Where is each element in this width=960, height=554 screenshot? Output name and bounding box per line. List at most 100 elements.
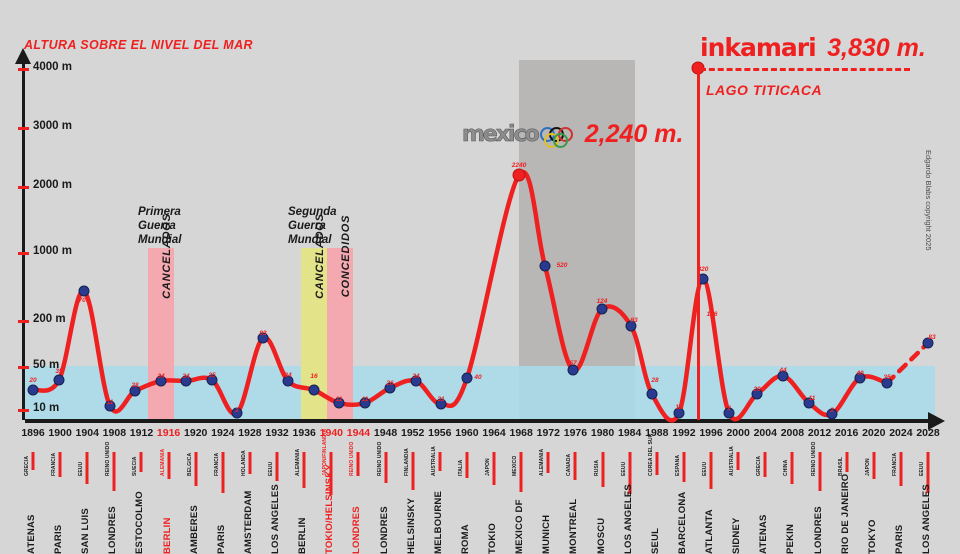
data-point-value: 34 — [412, 373, 419, 380]
y-tick-label: 4000 m — [33, 61, 72, 73]
year-label: 2016 — [835, 427, 858, 439]
year-label: 1936 — [293, 427, 316, 439]
data-point[interactable] — [28, 385, 39, 396]
year-label: 1956 — [428, 427, 451, 439]
city-stick — [520, 452, 523, 492]
city-stick — [113, 452, 116, 491]
year-label: 1944 — [347, 427, 370, 439]
data-point-value: 709 — [79, 297, 90, 304]
mexico68-callout: mexico 2,240 m. — [462, 120, 683, 149]
inkamari-vertical-line — [697, 68, 700, 420]
band-segunda-guerra-mundial-concedidos: CONCEDIDOS — [327, 248, 353, 419]
city-stick — [574, 452, 577, 480]
y-tick-label: 10 m — [33, 402, 59, 414]
year-label: 2024 — [889, 427, 912, 439]
country-label: EEUU — [268, 462, 274, 476]
city-label: SAN LUIS — [80, 508, 91, 554]
city-label: LOS ANGELES — [623, 484, 634, 554]
year-label: 1968 — [509, 427, 532, 439]
year-label: 1908 — [103, 427, 126, 439]
data-point-value: 2 — [235, 407, 239, 414]
year-label: 1980 — [591, 427, 614, 439]
data-point-value: 11 — [809, 395, 816, 402]
year-label: 2028 — [916, 427, 939, 439]
country-label: SUECIA — [132, 457, 138, 477]
inkamari-callout: inkamari 3,830 m. — [700, 33, 926, 63]
data-point-value: 93 — [259, 330, 266, 337]
year-label: 1972 — [537, 427, 560, 439]
country-label: GRECIA — [756, 456, 762, 476]
city-label: TOKYO — [867, 519, 878, 554]
country-label: FRANCIA — [214, 453, 220, 476]
country-label: EEUU — [919, 462, 925, 476]
y-tick — [18, 68, 29, 71]
data-point-value: 2240 — [512, 162, 526, 169]
city-stick — [818, 452, 821, 491]
y-tick-label: 2000 m — [33, 179, 72, 191]
data-point[interactable] — [513, 169, 526, 182]
country-label: CHINA — [783, 460, 789, 476]
country-label: EEUU — [78, 462, 84, 476]
city-stick — [221, 452, 224, 493]
city-label: HELSINSKY — [406, 498, 417, 554]
city-stick — [303, 452, 306, 488]
year-label: 1984 — [618, 427, 641, 439]
year-label: 1932 — [265, 427, 288, 439]
data-point-value: 124 — [597, 298, 608, 305]
country-label: FRANCIA — [51, 453, 57, 476]
city-label: PEKIN — [785, 524, 796, 554]
city-stick — [86, 452, 89, 484]
city-label: MUNICH — [541, 515, 552, 554]
city-label: LONDRES — [813, 506, 824, 554]
data-point-value: 57 — [569, 360, 576, 367]
data-point-value: 40 — [474, 374, 481, 381]
inkamari-subtitle: LAGO TITICACA — [706, 82, 822, 98]
city-stick — [248, 452, 251, 474]
city-stick — [167, 452, 170, 479]
y-tick — [18, 409, 29, 412]
city-stick — [655, 452, 658, 475]
data-point-value: 35 — [208, 372, 215, 379]
year-label: 1916 — [157, 427, 180, 439]
atlanta-secondary-value: 106 — [707, 311, 718, 318]
data-point[interactable] — [462, 373, 473, 384]
city-label: ATENAS — [758, 514, 769, 554]
data-point-value: 40 — [856, 370, 863, 377]
data-point-value: 31 — [437, 396, 444, 403]
x-axis-line — [25, 419, 930, 423]
city-label: ATLANTA — [704, 509, 715, 554]
country-label: RUSIA — [594, 460, 600, 476]
year-label: 2000 — [726, 427, 749, 439]
year-label: 1912 — [130, 427, 153, 439]
city-stick — [682, 452, 685, 482]
city-stick — [737, 452, 740, 470]
city-stick — [764, 452, 767, 477]
data-point[interactable] — [540, 261, 551, 272]
data-point[interactable] — [309, 385, 320, 396]
city-stick — [465, 452, 468, 478]
y-tick — [18, 186, 29, 189]
data-point[interactable] — [54, 375, 65, 386]
city-label: MONTREAL — [568, 499, 579, 554]
data-point[interactable] — [597, 304, 608, 315]
city-stick — [899, 452, 902, 486]
year-label: 2012 — [808, 427, 831, 439]
data-point-value: 11 — [336, 396, 343, 403]
city-label: TOKIO/HELSINSKY — [324, 464, 335, 554]
data-point-value: 20 — [29, 377, 36, 384]
data-point[interactable] — [647, 389, 658, 400]
country-label: JAPON — [485, 458, 491, 476]
city-stick — [194, 452, 197, 486]
city-label: LONDRES — [107, 506, 118, 554]
inkamari-value: 3,830 m. — [827, 34, 926, 62]
country-label: HOLANDA — [241, 450, 247, 476]
y-tick-label: 200 m — [33, 313, 66, 325]
data-point[interactable] — [79, 286, 90, 297]
city-stick — [845, 452, 848, 472]
data-point-value: 35 — [883, 374, 890, 381]
city-label: AMBERES — [189, 505, 200, 554]
city-stick — [276, 452, 279, 481]
city-label: ATENAS — [26, 514, 37, 554]
year-label: 1952 — [401, 427, 424, 439]
